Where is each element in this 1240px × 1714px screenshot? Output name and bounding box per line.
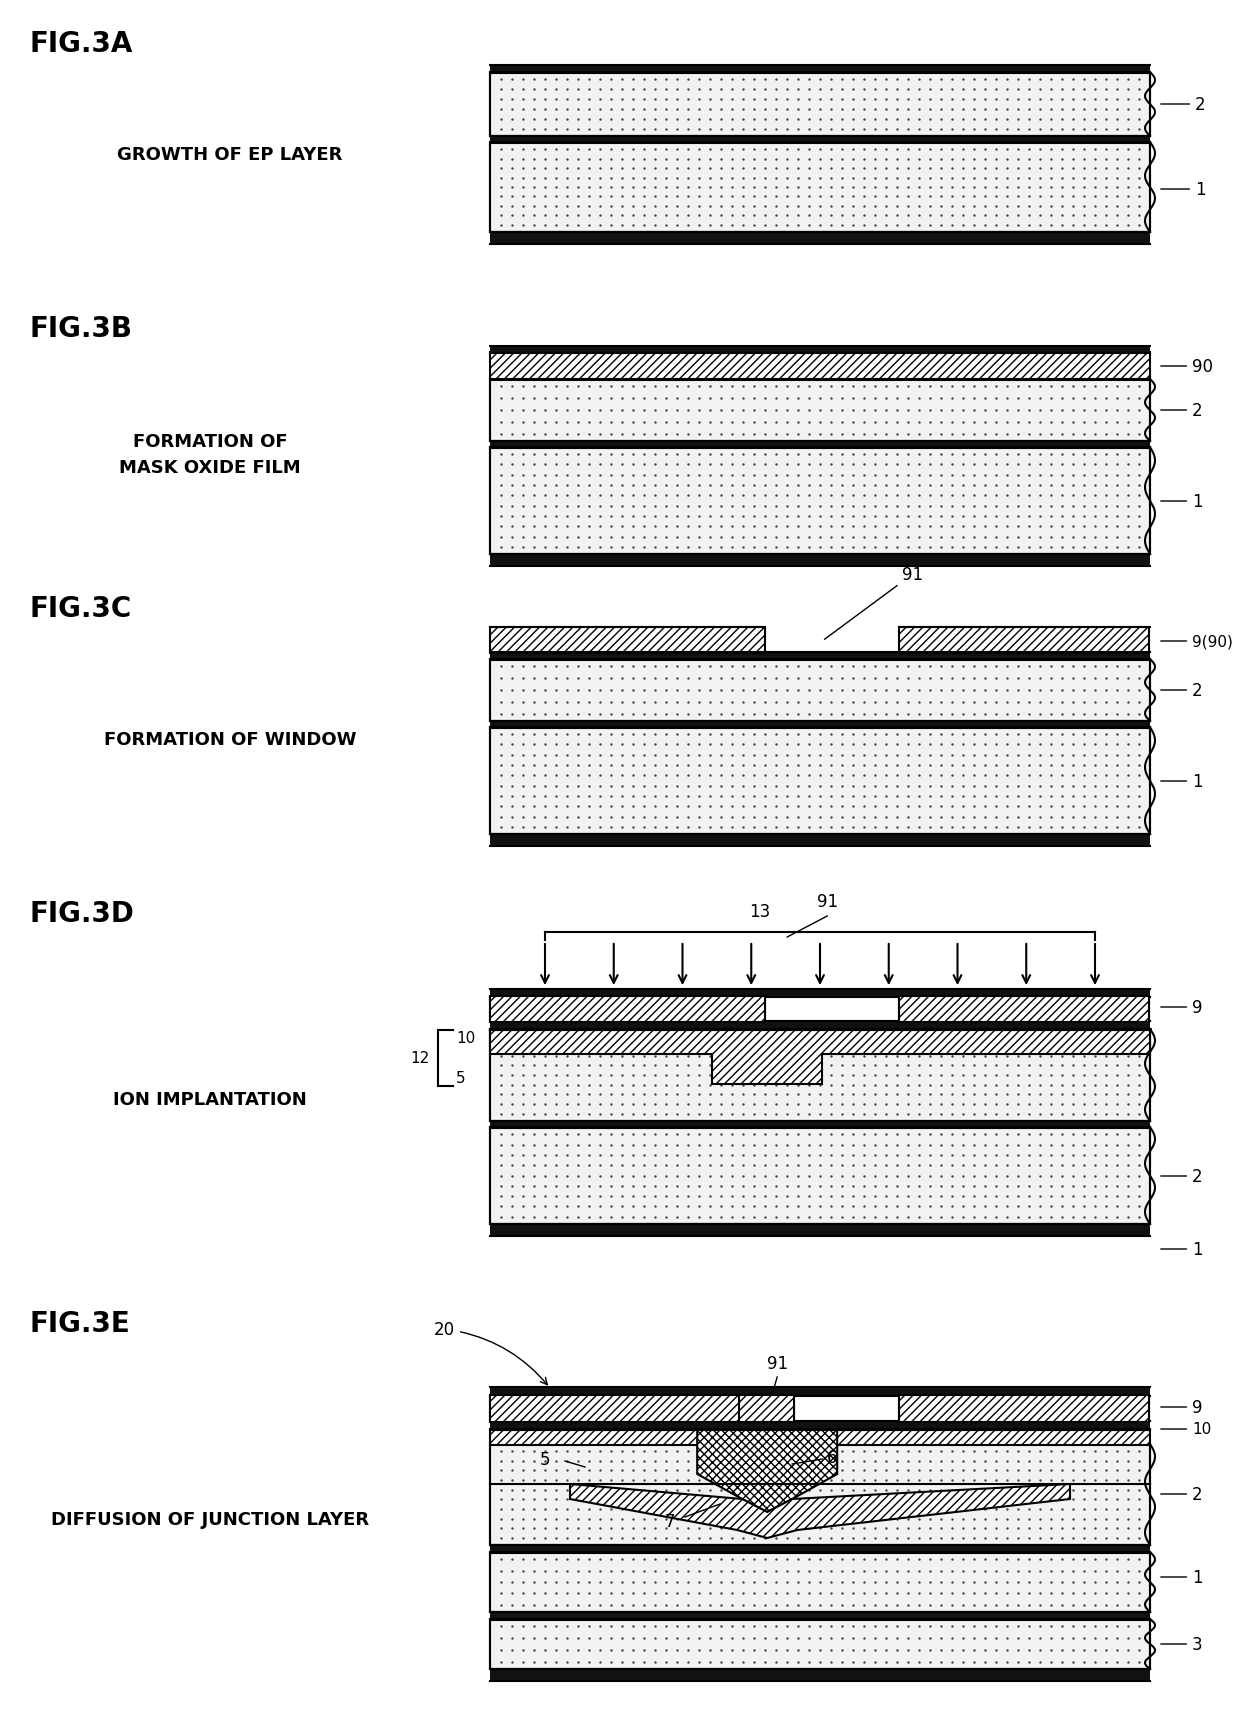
Bar: [490, 660, 1149, 722]
Bar: [739, 1395, 794, 1423]
Bar: [490, 835, 1149, 847]
Bar: [490, 74, 1149, 137]
Bar: [490, 1022, 1149, 1030]
Bar: [490, 142, 1149, 233]
Bar: [490, 1421, 1149, 1429]
Bar: [490, 1553, 1149, 1613]
Text: 9: 9: [1161, 999, 1203, 1016]
Text: 1: 1: [1161, 1241, 1203, 1258]
Text: 9: 9: [1161, 1399, 1203, 1416]
Text: 2: 2: [1161, 1167, 1203, 1186]
Text: 5: 5: [539, 1450, 551, 1469]
Bar: [490, 653, 1149, 660]
Text: 1: 1: [1161, 492, 1203, 511]
Text: 91: 91: [766, 1354, 787, 1373]
Bar: [490, 1387, 1149, 1397]
Text: FIG.3D: FIG.3D: [30, 900, 135, 927]
Bar: [490, 555, 1149, 567]
Text: 9(90): 9(90): [1161, 634, 1233, 650]
Bar: [899, 996, 1149, 1023]
Text: FIG.3C: FIG.3C: [30, 595, 133, 622]
Bar: [490, 381, 1149, 442]
Bar: [490, 727, 1149, 835]
Bar: [490, 1553, 1149, 1613]
Polygon shape: [697, 1429, 837, 1512]
Bar: [490, 1613, 1149, 1620]
Text: 90: 90: [1161, 358, 1213, 375]
Bar: [490, 442, 1149, 449]
Bar: [490, 1429, 1149, 1445]
Bar: [490, 1620, 1149, 1669]
Bar: [490, 627, 765, 653]
Text: ION IMPLANTATION: ION IMPLANTATION: [113, 1090, 306, 1109]
Bar: [490, 1128, 1149, 1224]
Text: 5: 5: [456, 1071, 466, 1087]
Text: 20: 20: [434, 1320, 547, 1385]
Text: 91: 91: [825, 566, 924, 639]
Text: FORMATION OF
MASK OXIDE FILM: FORMATION OF MASK OXIDE FILM: [119, 432, 301, 476]
Text: 10: 10: [1161, 1421, 1211, 1436]
Bar: [490, 353, 1149, 381]
Bar: [490, 1669, 1149, 1681]
Text: 7: 7: [665, 1512, 676, 1531]
Bar: [490, 233, 1149, 245]
Text: 3: 3: [1161, 1635, 1203, 1652]
Text: 91: 91: [817, 893, 838, 910]
Bar: [490, 722, 1149, 728]
Bar: [490, 65, 1149, 74]
Bar: [490, 381, 1149, 442]
Bar: [490, 727, 1149, 835]
Bar: [899, 996, 1149, 1023]
Bar: [490, 1544, 1149, 1553]
Bar: [490, 989, 1149, 998]
Bar: [490, 447, 1149, 555]
Bar: [490, 1620, 1149, 1669]
Bar: [490, 1030, 1149, 1121]
Text: DIFFUSION OF JUNCTION LAYER: DIFFUSION OF JUNCTION LAYER: [51, 1510, 370, 1529]
Bar: [490, 142, 1149, 233]
Bar: [490, 1121, 1149, 1128]
Bar: [490, 996, 765, 1023]
Text: FIG.3E: FIG.3E: [30, 1309, 130, 1337]
Bar: [490, 1030, 1149, 1121]
Text: FIG.3A: FIG.3A: [30, 29, 134, 58]
Bar: [899, 1395, 1149, 1423]
Bar: [490, 660, 1149, 722]
Text: GROWTH OF EP LAYER: GROWTH OF EP LAYER: [118, 146, 342, 165]
Bar: [739, 1395, 794, 1423]
Text: 12: 12: [410, 1051, 430, 1066]
Text: 6: 6: [827, 1448, 837, 1465]
Text: 2: 2: [1161, 682, 1203, 699]
Text: 2: 2: [1161, 401, 1203, 420]
Text: 10: 10: [456, 1030, 475, 1046]
Bar: [490, 1128, 1149, 1224]
Bar: [490, 447, 1149, 555]
Bar: [490, 996, 765, 1023]
Bar: [490, 1421, 1149, 1429]
Bar: [490, 1445, 1149, 1544]
Text: 2: 2: [1161, 1484, 1203, 1503]
Bar: [490, 74, 1149, 137]
Text: 13: 13: [749, 903, 770, 920]
Bar: [490, 346, 1149, 353]
Bar: [490, 1395, 765, 1423]
Bar: [490, 137, 1149, 144]
Bar: [490, 1224, 1149, 1236]
Text: 2: 2: [1161, 96, 1205, 113]
Bar: [899, 1395, 1149, 1423]
Text: FORMATION OF WINDOW: FORMATION OF WINDOW: [104, 730, 356, 749]
Bar: [490, 1445, 1149, 1544]
Text: 1: 1: [1161, 773, 1203, 790]
Polygon shape: [570, 1484, 1070, 1537]
Text: 1: 1: [1161, 1568, 1203, 1585]
Bar: [490, 1395, 765, 1423]
Text: FIG.3B: FIG.3B: [30, 315, 133, 343]
Polygon shape: [490, 1030, 1149, 1085]
Bar: [899, 627, 1149, 653]
Text: 1: 1: [1161, 182, 1205, 199]
Bar: [490, 1022, 1149, 1030]
